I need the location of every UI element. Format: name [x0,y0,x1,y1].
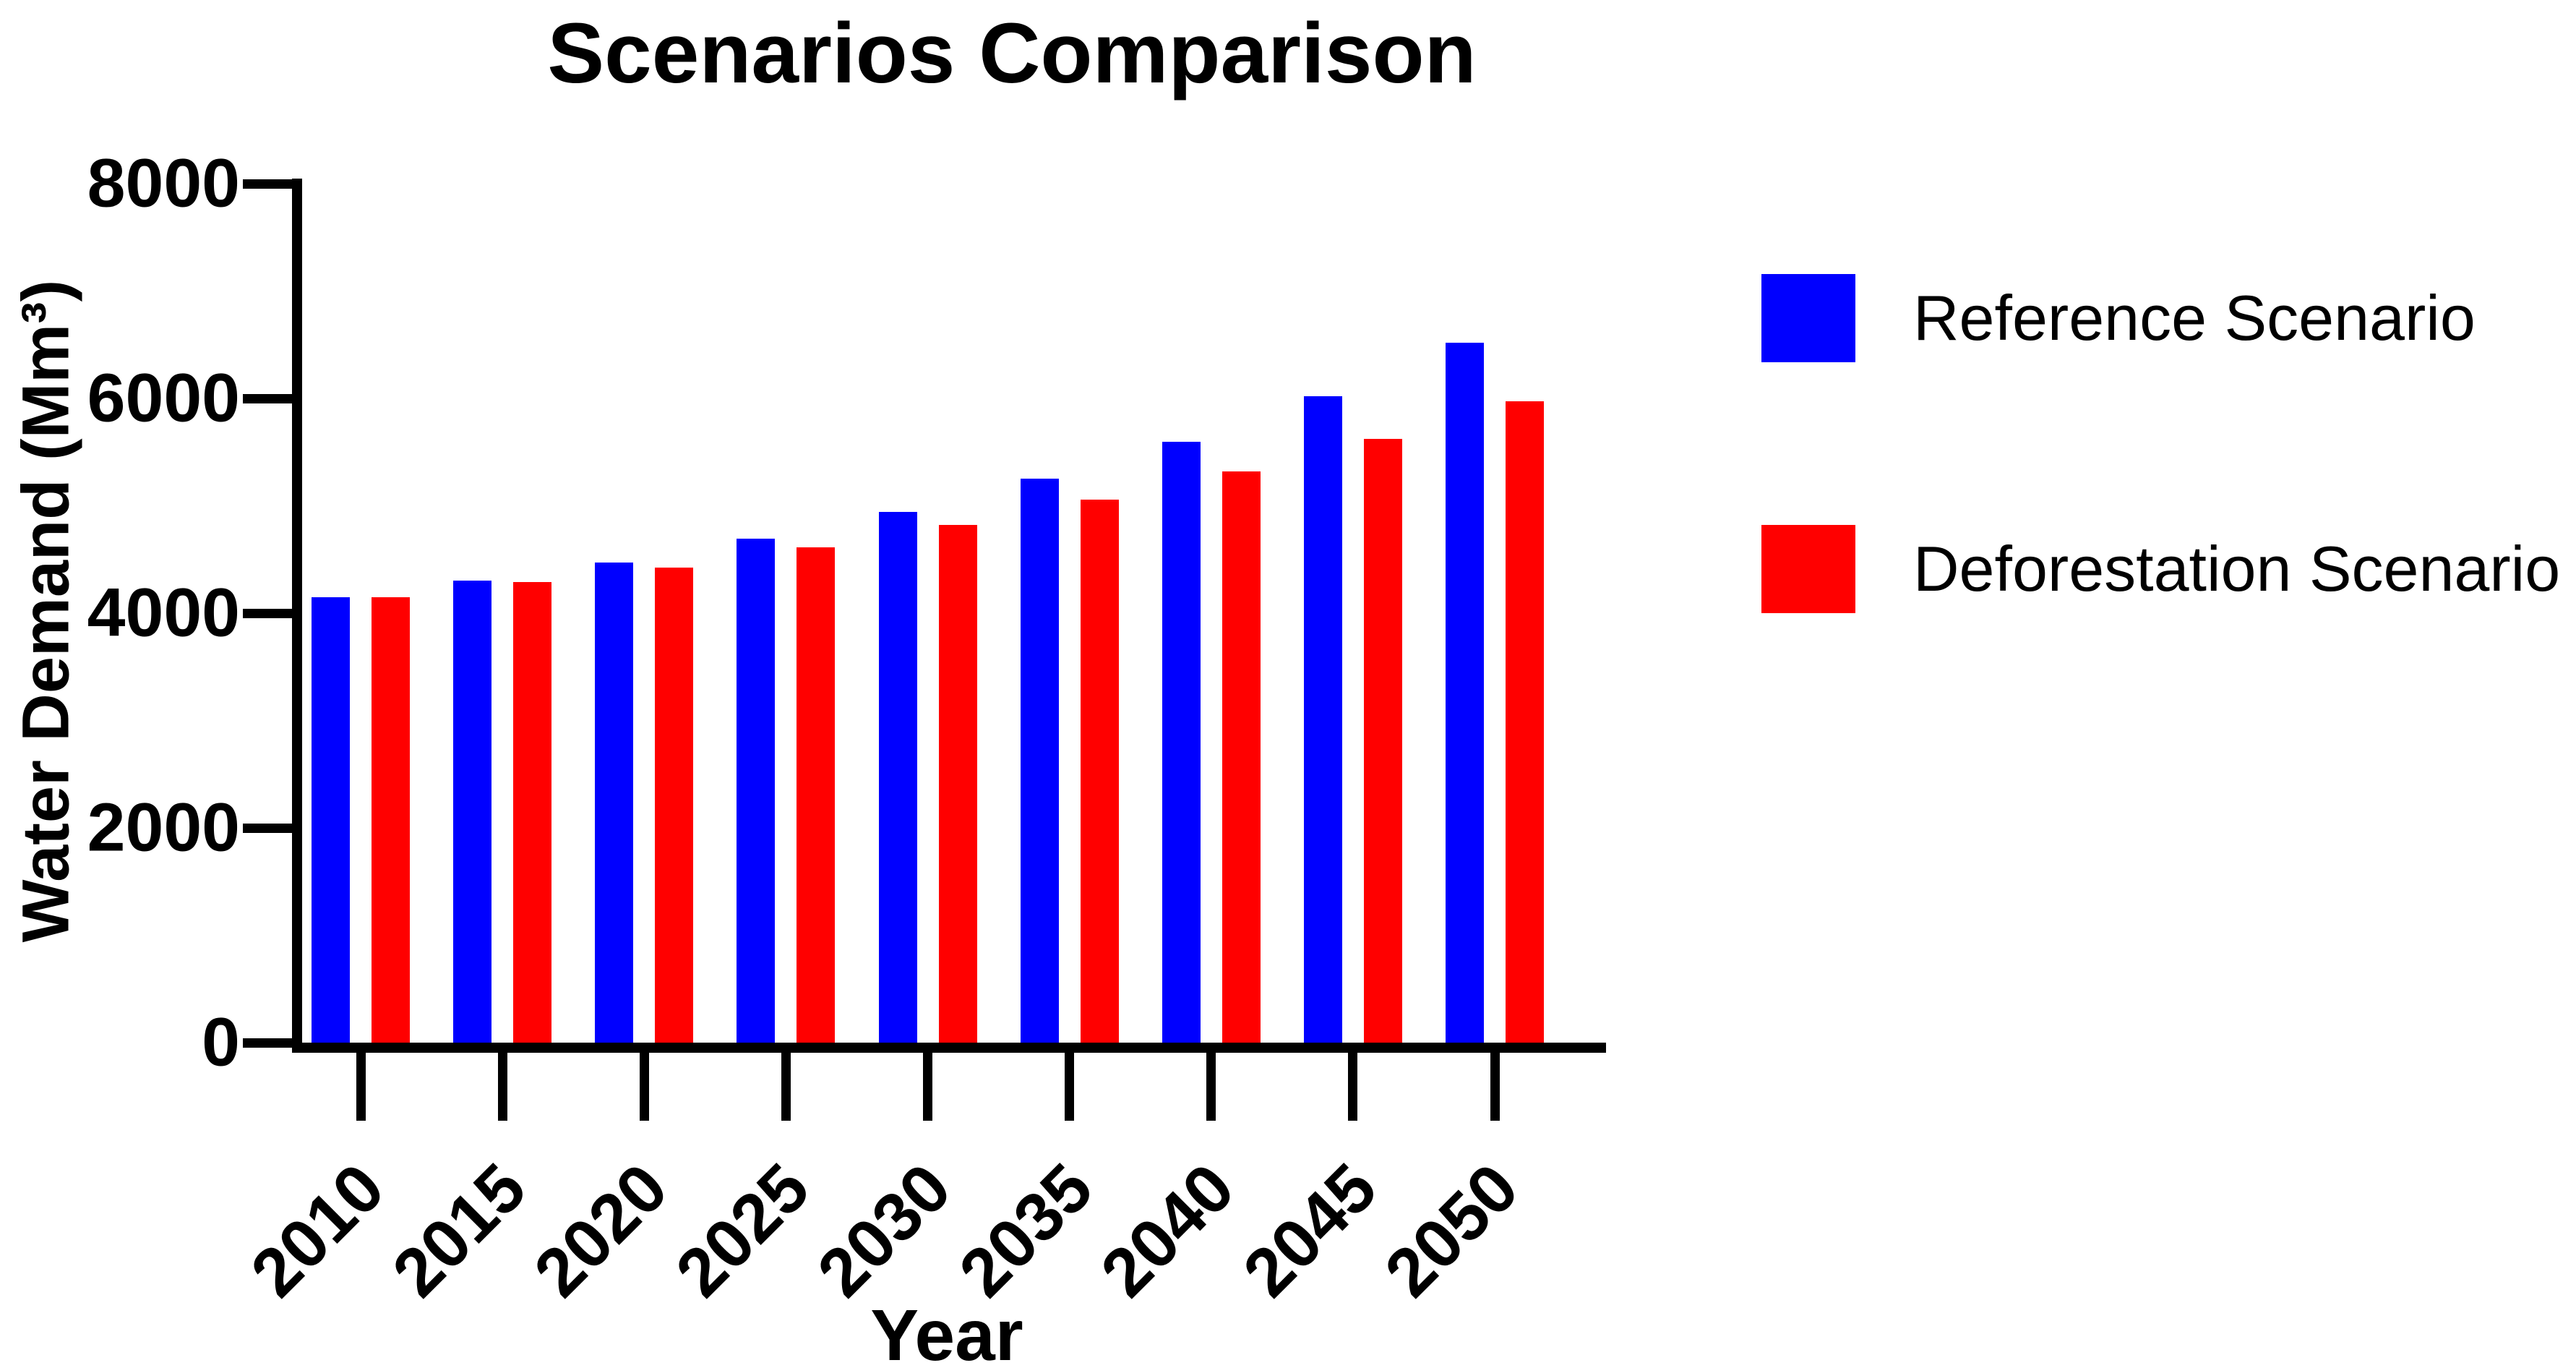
bar-reference-2030 [878,511,917,1043]
legend-swatch-reference [1761,274,1855,362]
bar-reference-2010 [312,597,350,1043]
bar-reference-2025 [737,538,776,1043]
bar-reference-2045 [1303,396,1342,1043]
x-tick-label-2020: 2020 [520,1149,682,1312]
bar-deforestation-2040 [1222,471,1261,1043]
bar-deforestation-2025 [797,547,836,1043]
bar-reference-2035 [1020,479,1059,1043]
legend: Reference Scenario Deforestation Scenari… [1761,274,2560,613]
legend-label-reference: Reference Scenario [1913,282,2476,354]
x-tick-label-2010: 2010 [236,1149,399,1312]
x-tick-2035 [1065,1053,1075,1121]
bar-deforestation-2015 [513,581,552,1043]
bar-reference-2050 [1446,342,1484,1043]
y-tick-label-0: 0 [202,1004,240,1081]
x-tick-label-2030: 2030 [803,1149,966,1312]
y-tick-label-8000: 8000 [87,145,240,222]
legend-label-deforestation: Deforestation Scenario [1913,533,2561,604]
x-tick-2020 [639,1053,649,1121]
x-tick-2015 [497,1053,507,1121]
x-tick-2050 [1490,1053,1500,1121]
x-axis-label: Year [870,1295,1023,1368]
y-tick-label-4000: 4000 [87,574,240,651]
y-tick-6000 [243,393,292,403]
bar-deforestation-2020 [655,567,694,1043]
bar-deforestation-2050 [1506,401,1544,1043]
x-tick-2010 [356,1053,366,1121]
x-tick-label-2015: 2015 [378,1149,541,1312]
bar-reference-2020 [595,563,634,1043]
y-tick-2000 [243,823,292,833]
legend-item-reference: Reference Scenario [1761,274,2560,362]
bar-reference-2040 [1162,442,1201,1043]
bar-deforestation-2010 [372,597,410,1043]
x-tick-label-2040: 2040 [1086,1149,1250,1312]
y-tick-label-6000: 6000 [87,359,240,437]
bar-deforestation-2030 [938,525,977,1043]
legend-item-deforestation: Deforestation Scenario [1761,525,2560,613]
x-axis-line [292,1043,1606,1053]
y-tick-4000 [243,608,292,618]
y-axis-label: Water Demand (Mm³) [9,279,83,943]
x-tick-label-2035: 2035 [945,1149,1108,1312]
x-tick-label-2025: 2025 [661,1149,824,1312]
y-tick-0 [243,1038,292,1048]
chart-title: Scenarios Comparison [547,6,1477,101]
y-axis-line [292,179,302,1053]
x-tick-label-2045: 2045 [1228,1149,1391,1312]
bar-reference-2015 [453,580,492,1043]
x-tick-2030 [923,1053,932,1121]
x-tick-2025 [781,1053,791,1121]
y-tick-label-2000: 2000 [87,789,240,866]
x-tick-2045 [1348,1053,1358,1121]
x-tick-2040 [1206,1053,1216,1121]
bar-deforestation-2045 [1363,438,1402,1043]
bar-deforestation-2035 [1080,499,1119,1043]
x-tick-label-2050: 2050 [1370,1149,1533,1312]
y-tick-8000 [243,179,292,189]
legend-swatch-deforestation [1761,525,1855,613]
